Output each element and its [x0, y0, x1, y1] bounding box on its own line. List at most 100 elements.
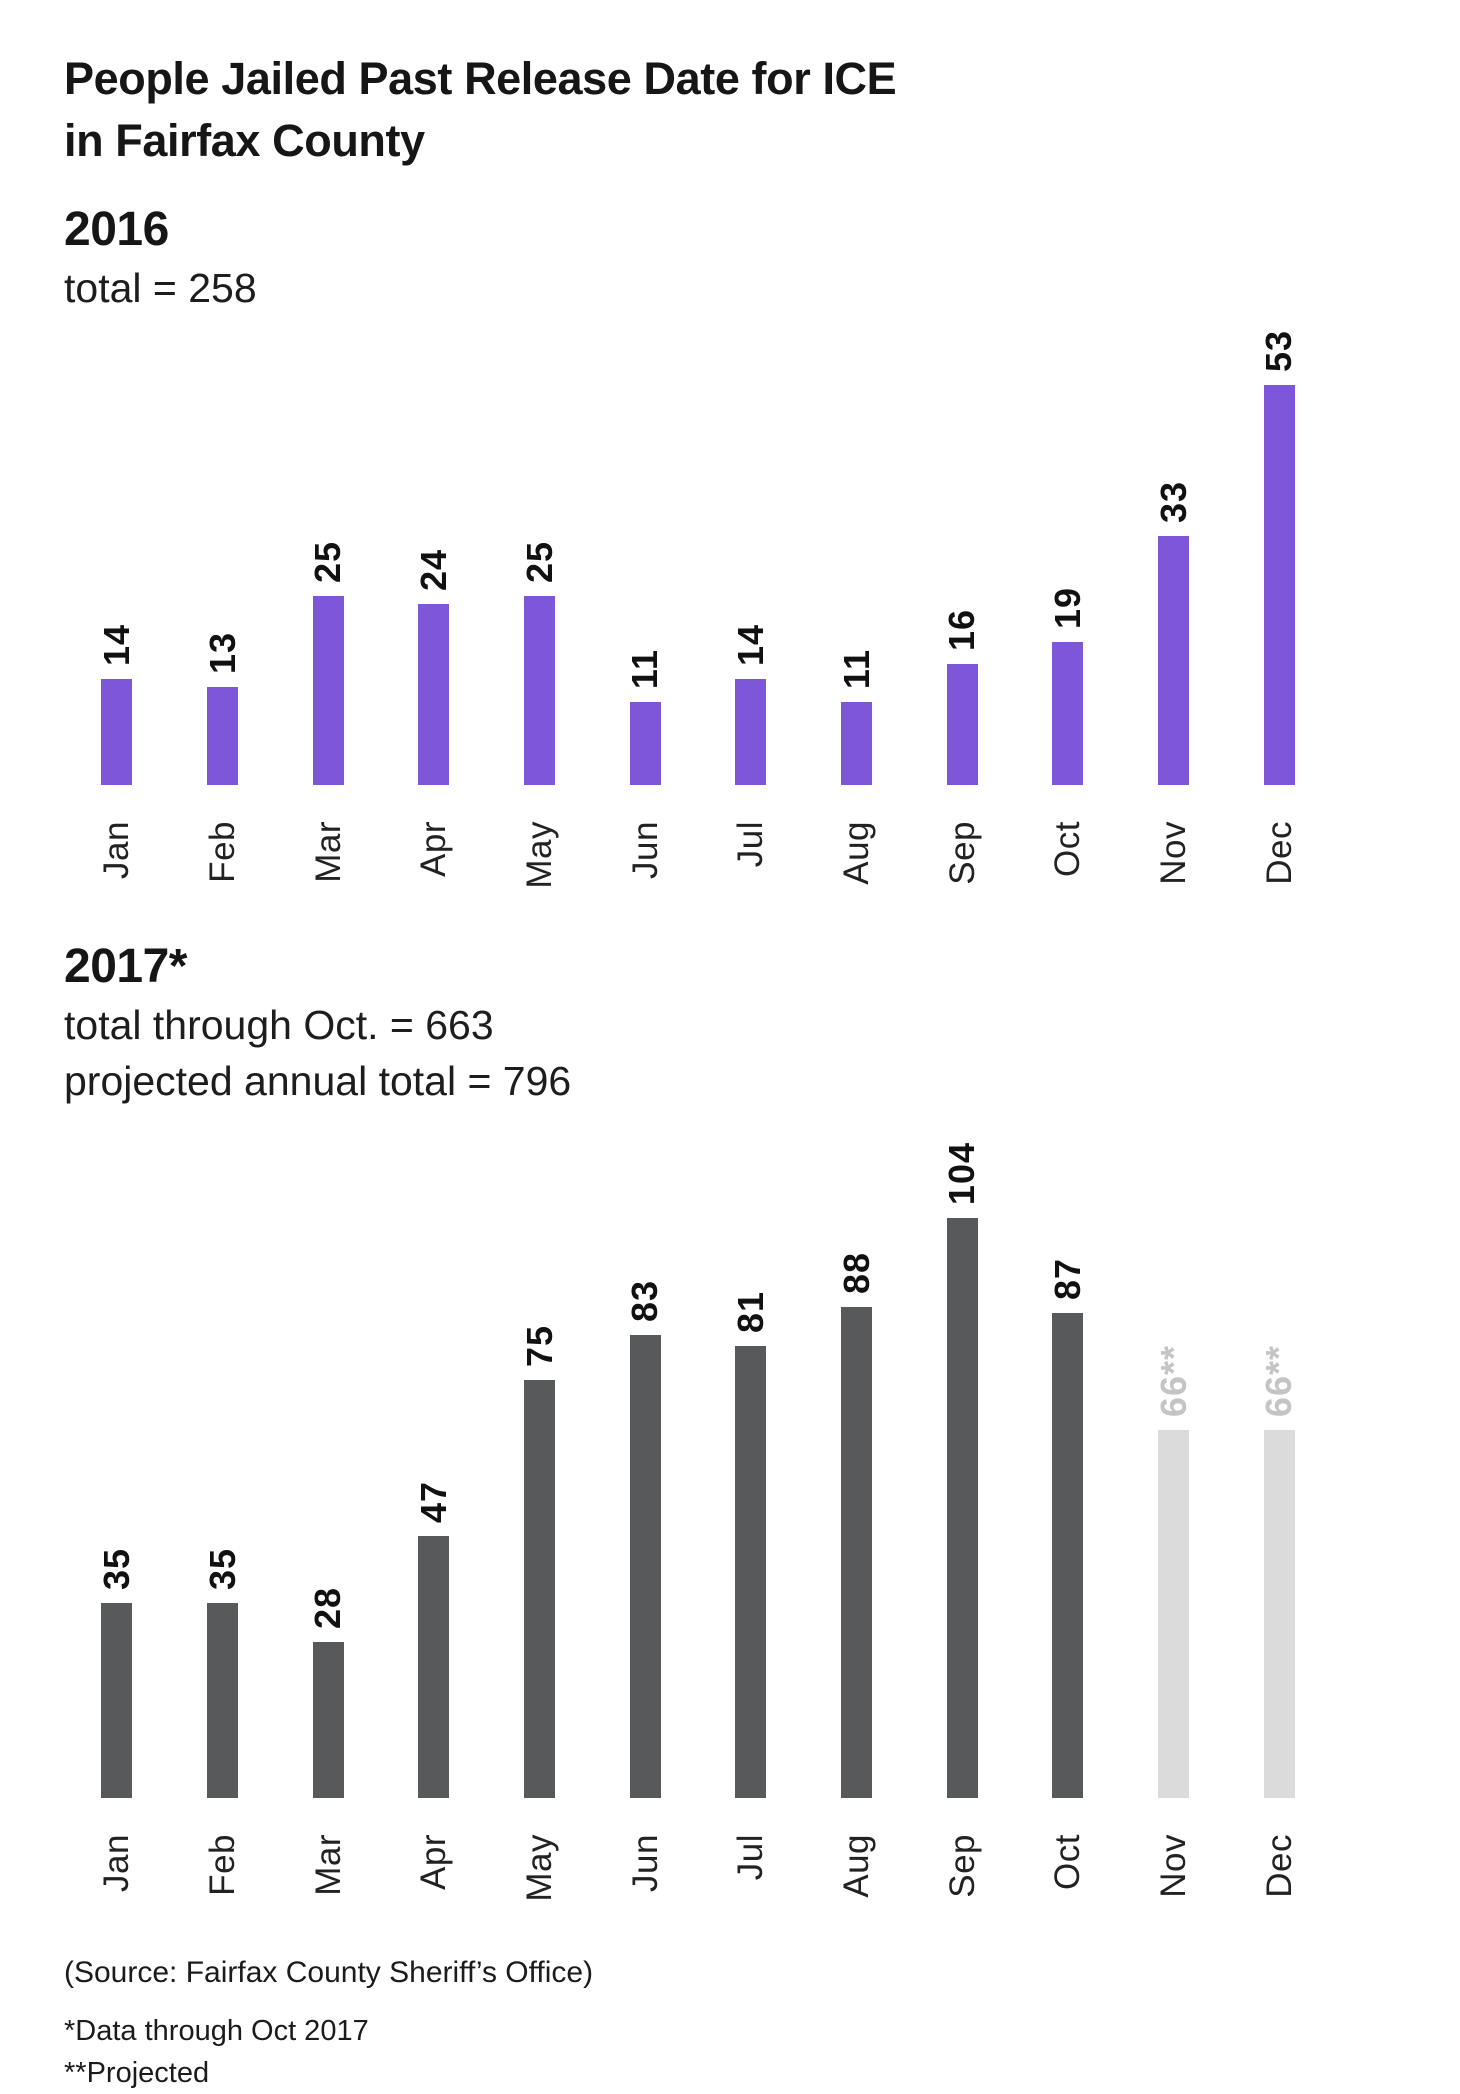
bar-value-label: 35 [95, 1547, 137, 1590]
bar-stack: 16 [909, 313, 1015, 785]
bar-value-label: 88 [835, 1251, 877, 1294]
month-tick: Sep [909, 1798, 1015, 1922]
month-tick-label: Feb [203, 821, 242, 883]
bar-value-label: 33 [1152, 480, 1194, 523]
bar-value-label: 35 [201, 1547, 243, 1590]
bar-value-label: 53 [1258, 329, 1300, 372]
bar-value-label: 16 [941, 608, 983, 651]
bar-value-label: 24 [412, 548, 454, 591]
bar [207, 1603, 238, 1798]
month-tick-label: Mar [308, 1834, 348, 1896]
bar [946, 1218, 978, 1798]
chart-column: 35 Jan [64, 1106, 170, 1922]
chart-2017-year-label: 2017* [64, 940, 187, 993]
bar [312, 1642, 344, 1798]
bar-stack: 35 [170, 1106, 276, 1798]
chart-column: 75 May [487, 1106, 593, 1922]
bar [1263, 385, 1295, 785]
month-tick: Aug [804, 785, 910, 909]
bar [524, 596, 556, 785]
chart-column: 14 Jul [698, 313, 804, 909]
page-title: People Jailed Past Release Date for ICE … [64, 48, 1396, 172]
chart-column: 47 Apr [381, 1106, 487, 1922]
chart-column: 87 Oct [1015, 1106, 1121, 1922]
bar-stack: 53 [1226, 313, 1332, 785]
month-tick-label: May [520, 821, 560, 889]
month-tick: Apr [381, 1798, 487, 1922]
bar [101, 1603, 133, 1798]
month-tick-label: Jan [97, 1834, 137, 1892]
month-tick-label: Oct [1048, 1834, 1088, 1890]
bar-stack: 13 [170, 313, 276, 785]
chart-column: 25 Mar [275, 313, 381, 909]
bar-value-label: 75 [518, 1324, 560, 1367]
chart-2017-section: 2017* total through Oct. = 663 projected… [64, 939, 1396, 1922]
bar-stack: 14 [698, 313, 804, 785]
month-tick: Oct [1015, 1798, 1121, 1922]
bar-stack: 11 [592, 313, 698, 785]
chart-column: 14 Jan [64, 313, 170, 909]
month-tick-label: Nov [1154, 1834, 1194, 1898]
chart-2017-total-label: total through Oct. = 663 [64, 1002, 494, 1048]
bar-value-label: 28 [307, 1586, 349, 1629]
month-tick: Sep [909, 785, 1015, 909]
chart-column: 104 Sep [909, 1106, 1015, 1922]
chart-2017-projected-total-label: projected annual total = 796 [64, 1058, 572, 1104]
chart-2016-section: 2016 total = 258 14 Jan 13 Feb 25 Mar 24 Apr 25 M… [64, 202, 1396, 909]
bar-stack: 25 [275, 313, 381, 785]
month-tick: Jul [698, 1798, 804, 1922]
month-tick-label: Oct [1048, 821, 1088, 877]
month-tick-label: Jun [625, 1834, 665, 1892]
chart-column: 83 Jun [592, 1106, 698, 1922]
bar-value-label: 19 [1046, 586, 1088, 629]
chart-column: 33 Nov [1121, 313, 1227, 909]
bar-value-label: 104 [941, 1141, 983, 1205]
month-tick-label: Feb [203, 1834, 242, 1896]
bar-value-label: 87 [1046, 1257, 1088, 1300]
bar-stack: 33 [1121, 313, 1227, 785]
bar-value-label: 13 [201, 631, 243, 674]
footnotes: *Data through Oct 2017 **Projected [64, 2010, 1396, 2094]
month-tick-label: Sep [942, 821, 982, 885]
bar-stack: 35 [64, 1106, 170, 1798]
bar-stack: 47 [381, 1106, 487, 1798]
month-tick: Feb [170, 785, 276, 909]
chart-column: 66** Nov [1121, 1106, 1227, 1922]
chart-column: 35 Feb [170, 1106, 276, 1922]
bar-stack: 88 [804, 1106, 910, 1798]
bar [735, 1346, 767, 1798]
month-tick-label: Jul [731, 1834, 771, 1881]
bar-value-label: 66** [1152, 1344, 1194, 1417]
bar [524, 1380, 556, 1798]
bar-stack: 14 [64, 313, 170, 785]
month-tick-label: Apr [414, 1834, 454, 1890]
bar-value-label: 81 [729, 1290, 771, 1333]
bar-stack: 81 [698, 1106, 804, 1798]
month-tick: Apr [381, 785, 487, 909]
bar-stack: 87 [1015, 1106, 1121, 1798]
bar-stack: 75 [487, 1106, 593, 1798]
month-tick-label: Aug [837, 1834, 877, 1898]
chart-2016-plot: 14 Jan 13 Feb 25 Mar 24 Apr 25 May 11 Jun 14 Jul 11 Aug… [64, 313, 1332, 909]
month-tick-label: Jan [97, 821, 137, 879]
chart-column: 16 Sep [909, 313, 1015, 909]
month-tick: Nov [1121, 1798, 1227, 1922]
source-note: (Source: Fairfax County Sheriff’s Office… [64, 1956, 594, 1989]
bar [629, 702, 661, 785]
page-title-line-1: People Jailed Past Release Date for ICE [64, 53, 897, 104]
month-tick-label: Jul [731, 821, 771, 868]
bar [312, 596, 344, 785]
chart-2016-total-label: total = 258 [64, 265, 257, 311]
chart-column: 28 Mar [275, 1106, 381, 1922]
month-tick: Mar [275, 785, 381, 909]
month-tick: Jul [698, 785, 804, 909]
chart-2016-year-label: 2016 [64, 203, 169, 256]
bar [1052, 1313, 1084, 1798]
footnote-projected: **Projected [64, 2057, 210, 2089]
bar-stack: 25 [487, 313, 593, 785]
chart-2017-plot: 35 Jan 35 Feb 28 Mar 47 Apr 75 May 83 Jun 81 Jul 88 Aug… [64, 1106, 1332, 1922]
bar-stack: 66** [1121, 1106, 1227, 1798]
month-tick: Jan [64, 785, 170, 909]
bar [1052, 642, 1084, 785]
